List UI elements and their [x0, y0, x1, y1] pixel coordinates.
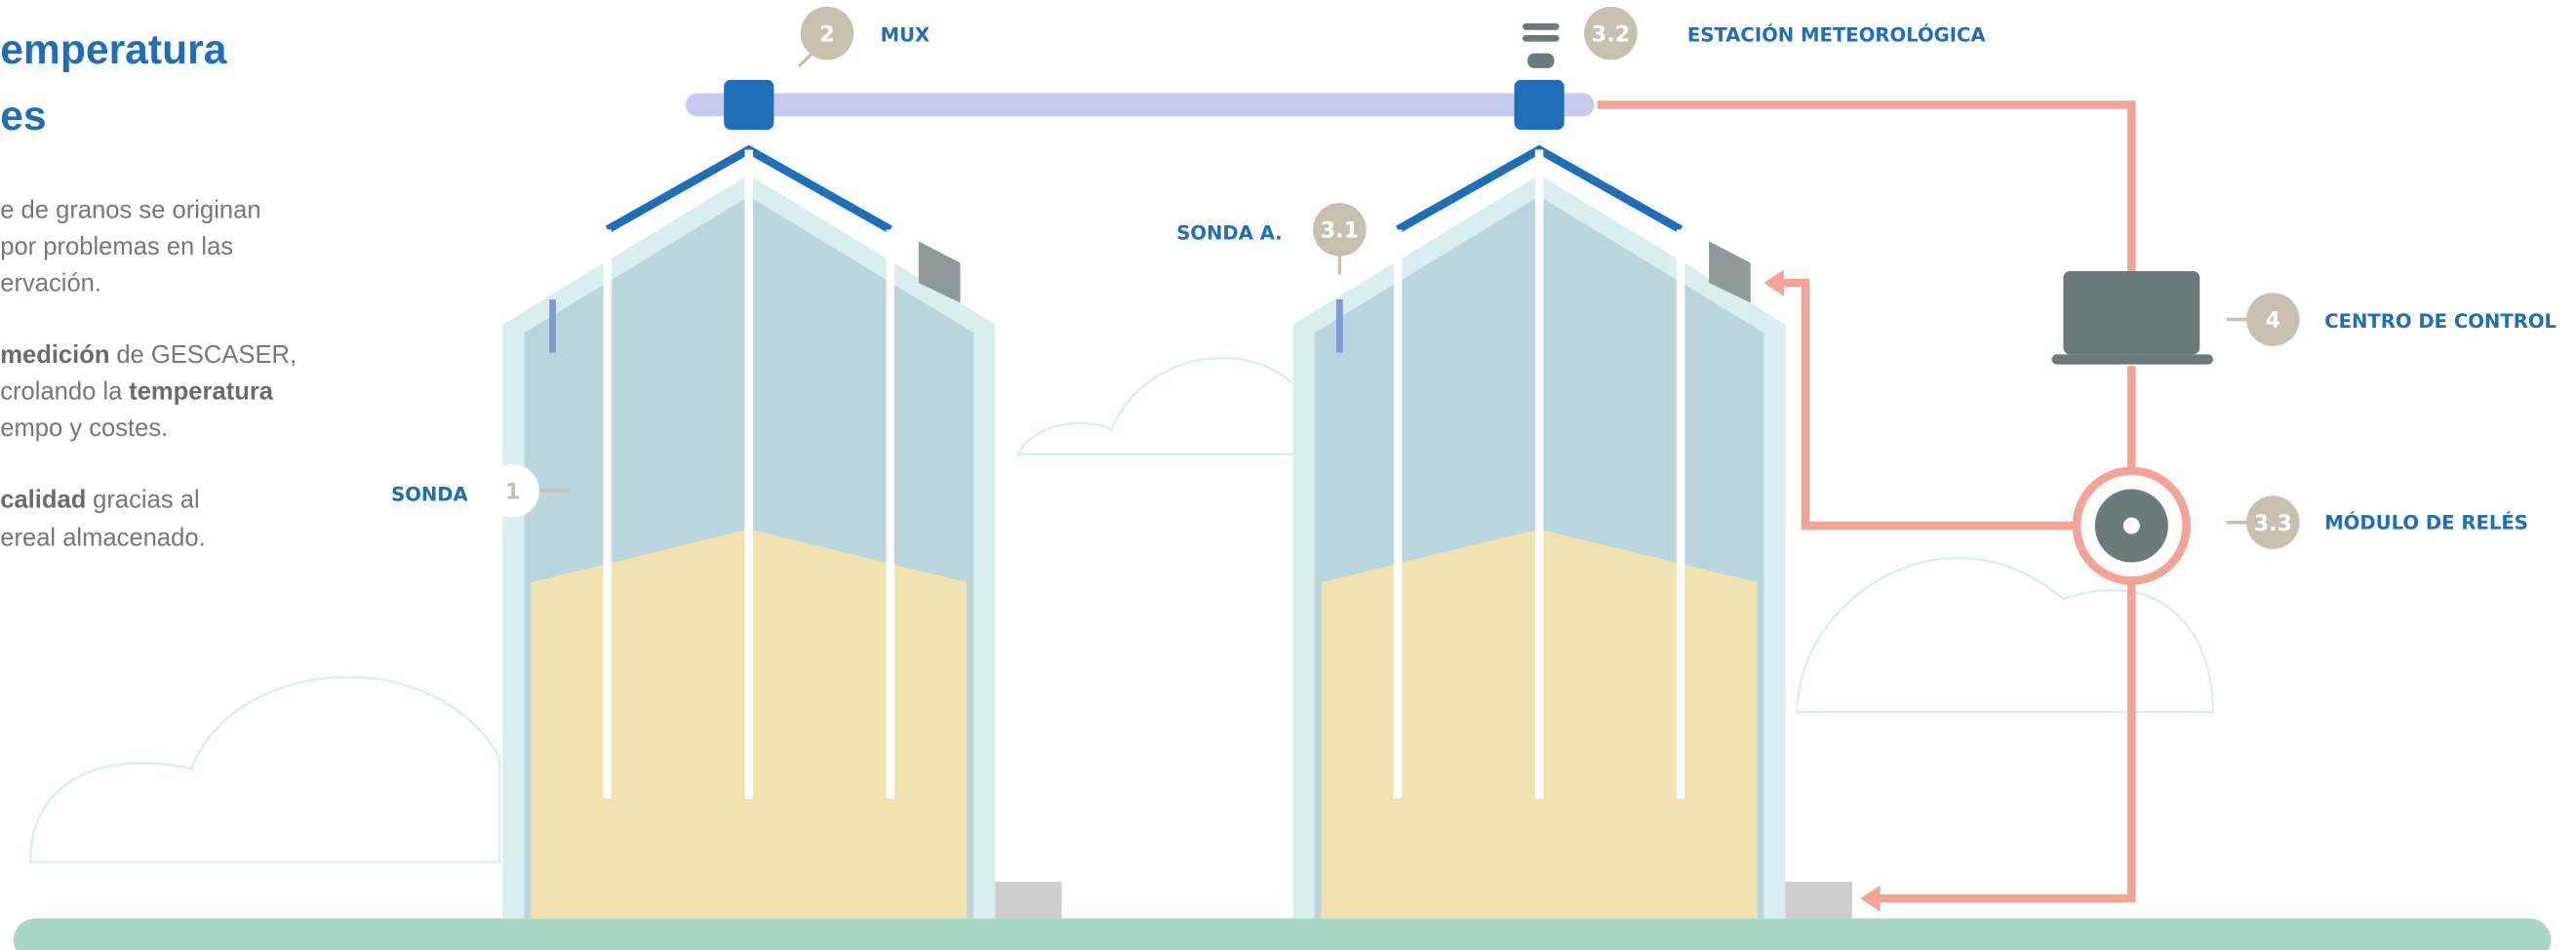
intro: e de granos se originan por problemas en …	[0, 196, 297, 551]
text-span: por problemas en las	[0, 233, 233, 260]
pipe	[686, 93, 1595, 117]
text-span: calidad	[0, 486, 86, 513]
intro-line: crolando la temperatura	[0, 377, 274, 405]
wiring	[1597, 100, 2136, 903]
intro-line: ervación.	[0, 270, 101, 297]
intro-line: por problemas en las	[0, 233, 233, 260]
title: es	[0, 93, 46, 139]
intro-line: ereal almacenado.	[0, 524, 205, 551]
badge-number: 3.2	[1592, 21, 1630, 47]
badge	[486, 463, 539, 518]
text-span: temperatura	[129, 377, 274, 405]
text-span: crolando la	[0, 377, 123, 405]
label: SONDA A.	[1176, 222, 1282, 245]
badges	[800, 6, 2300, 549]
ground	[13, 918, 2552, 950]
text-span: empo y costes.	[0, 415, 168, 442]
text-span: ervación.	[0, 270, 101, 297]
text-span: ereal almacenado.	[0, 524, 205, 551]
title: emperatura	[0, 26, 226, 73]
text-span: gracias al	[93, 486, 199, 513]
silo	[1292, 79, 1852, 919]
laptop	[2051, 271, 2213, 365]
badge-number: 4	[2266, 308, 2280, 334]
weather-station	[1523, 22, 1560, 68]
badge-number: 3.3	[2254, 511, 2292, 536]
label: CENTRO DE CONTROL	[2324, 310, 2556, 333]
text-span: de GESCASER,	[116, 341, 297, 369]
intro-line: e de granos se originan	[0, 196, 260, 223]
text-span: e de granos se originan	[0, 196, 260, 223]
arrows	[1764, 269, 1881, 912]
label: SONDA	[391, 483, 468, 505]
silo	[502, 79, 1062, 919]
label: MÓDULO DE RELÉS	[2324, 510, 2528, 534]
label: ESTACIÓN METEOROLÓGICA	[1687, 23, 1987, 47]
intro-line: medición de GESCASER,	[0, 341, 297, 369]
clouds	[28, 356, 2215, 863]
intro-line: calidad gracias al	[0, 486, 199, 513]
label: MUX	[881, 24, 931, 47]
text-span: medición	[0, 341, 109, 369]
badge-number: 3.1	[1321, 218, 1359, 244]
badge-number: 1	[505, 479, 520, 504]
badge-number: 2	[819, 21, 834, 47]
intro-line: empo y costes.	[0, 415, 168, 442]
relay-module	[2072, 466, 2191, 585]
